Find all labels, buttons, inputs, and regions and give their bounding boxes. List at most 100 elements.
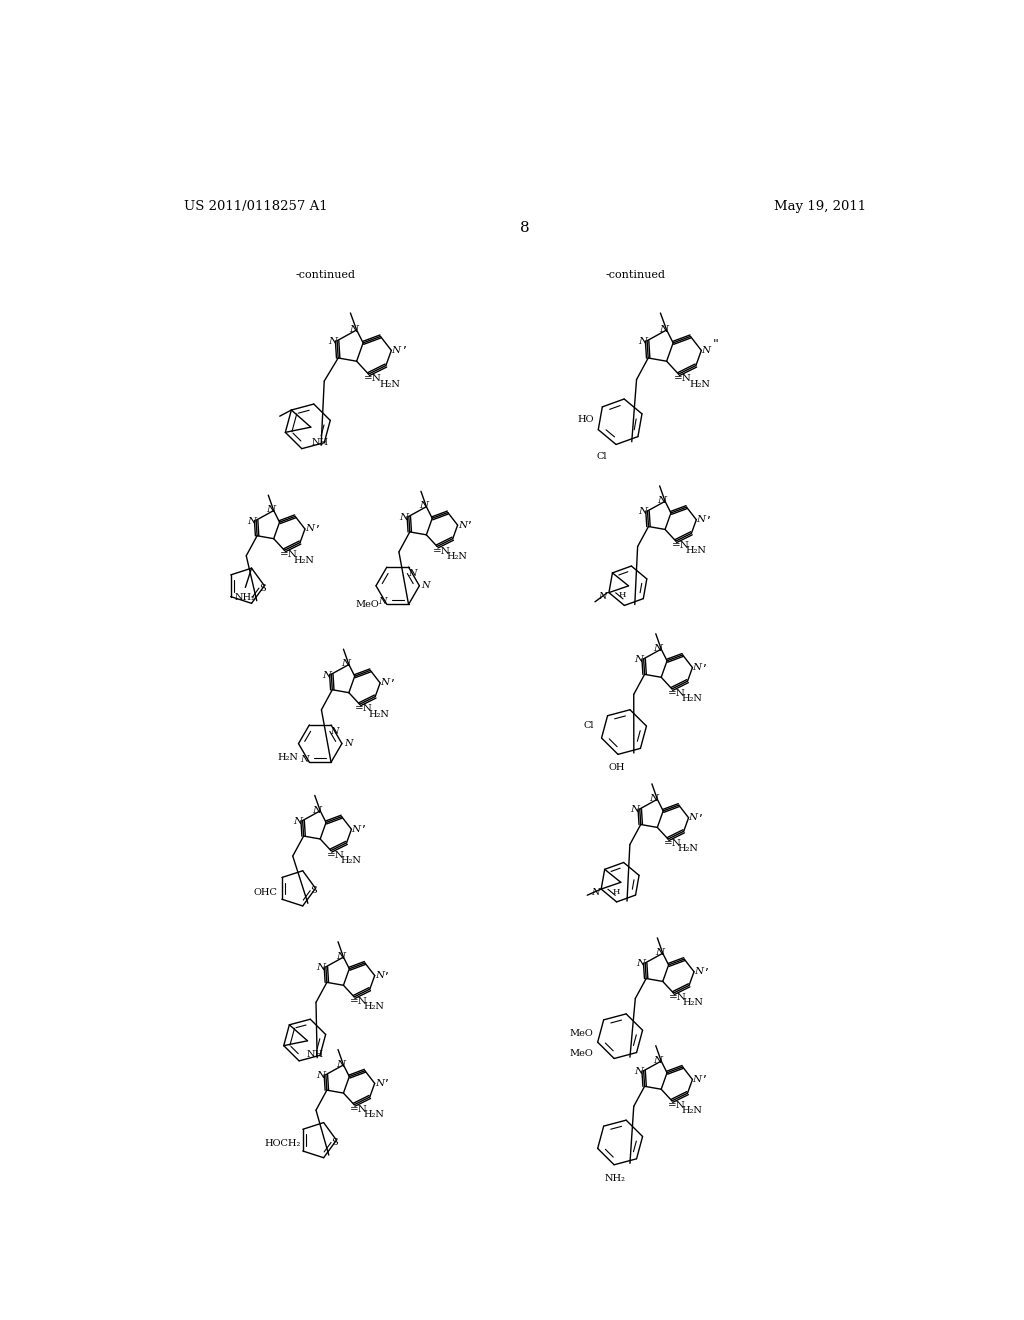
Text: N: N	[689, 813, 697, 822]
Text: H₂N: H₂N	[681, 1106, 701, 1115]
Text: -continued: -continued	[296, 271, 355, 280]
Text: =N: =N	[664, 840, 682, 849]
Text: N: N	[635, 1067, 643, 1076]
Text: H₂N: H₂N	[294, 556, 314, 565]
Text: N: N	[300, 755, 309, 764]
Text: =N: =N	[355, 705, 373, 713]
Text: MeO: MeO	[570, 1030, 594, 1039]
Text: HO: HO	[577, 414, 594, 424]
Text: =N: =N	[674, 375, 692, 383]
Text: N: N	[344, 739, 352, 748]
Text: ,: ,	[362, 817, 366, 830]
Text: N: N	[636, 960, 645, 969]
Text: N: N	[247, 516, 256, 525]
Text: N: N	[649, 795, 658, 803]
Text: ,: ,	[468, 513, 472, 527]
Text: H: H	[612, 887, 620, 895]
Text: 8: 8	[520, 220, 529, 235]
Text: US 2011/0118257 A1: US 2011/0118257 A1	[183, 199, 328, 213]
Text: =N: =N	[327, 850, 344, 859]
Text: S: S	[310, 886, 317, 895]
Text: Cl: Cl	[596, 451, 607, 461]
Text: N: N	[312, 805, 322, 814]
Text: S: S	[259, 583, 266, 593]
Text: =N: =N	[350, 1105, 368, 1114]
Text: ,: ,	[707, 508, 711, 520]
Text: N: N	[331, 726, 339, 735]
Text: ,: ,	[703, 656, 707, 668]
Text: N: N	[631, 805, 640, 814]
Text: N: N	[696, 515, 706, 524]
Text: =N: =N	[433, 546, 451, 556]
Text: N: N	[399, 512, 409, 521]
Text: N: N	[391, 346, 400, 355]
Text: N: N	[458, 520, 467, 529]
Text: H: H	[618, 591, 626, 599]
Text: N: N	[655, 948, 665, 957]
Text: =N: =N	[281, 550, 298, 560]
Text: N: N	[421, 581, 430, 590]
Text: N: N	[692, 1074, 701, 1084]
Text: N: N	[336, 1060, 345, 1069]
Text: HOCH₂: HOCH₂	[264, 1139, 301, 1148]
Text: NH₂: NH₂	[605, 1173, 626, 1183]
Text: N: N	[316, 1071, 326, 1080]
Text: ,: ,	[385, 964, 389, 977]
Text: NH: NH	[307, 1051, 324, 1059]
Text: =N: =N	[668, 689, 685, 698]
Text: NH₂: NH₂	[234, 593, 256, 602]
Text: N: N	[409, 569, 417, 578]
Text: N: N	[328, 337, 337, 346]
Text: N: N	[653, 644, 663, 653]
Text: N: N	[378, 597, 386, 606]
Text: H₂N: H₂N	[380, 380, 400, 389]
Text: N: N	[635, 655, 643, 664]
Text: H₂N: H₂N	[278, 754, 298, 762]
Text: -continued: -continued	[605, 271, 666, 280]
Text: OH: OH	[609, 763, 626, 772]
Text: Cl: Cl	[584, 721, 594, 730]
Text: H₂N: H₂N	[677, 845, 698, 853]
Text: N: N	[694, 968, 703, 977]
Text: H₂N: H₂N	[681, 694, 701, 704]
Text: N: N	[323, 671, 331, 680]
Text: H₂N: H₂N	[364, 1002, 384, 1011]
Text: N: N	[380, 678, 389, 688]
Text: NH: NH	[311, 438, 329, 447]
Text: =N: =N	[668, 1101, 685, 1110]
Text: =N: =N	[672, 541, 689, 550]
Text: H₂N: H₂N	[690, 380, 711, 389]
Text: N: N	[692, 663, 701, 672]
Text: N: N	[638, 507, 647, 516]
Text: May 19, 2011: May 19, 2011	[774, 199, 866, 213]
Text: N: N	[351, 825, 360, 834]
Text: N: N	[591, 888, 599, 898]
Text: =N: =N	[365, 375, 382, 383]
Text: MeO: MeO	[355, 599, 379, 609]
Text: N: N	[375, 972, 384, 979]
Text: =N: =N	[350, 997, 368, 1006]
Text: N: N	[659, 325, 668, 334]
Text: H₂N: H₂N	[340, 855, 360, 865]
Text: =N: =N	[670, 993, 687, 1002]
Text: N: N	[316, 964, 326, 972]
Text: N: N	[341, 659, 350, 668]
Text: ,: ,	[391, 671, 394, 684]
Text: ,: ,	[705, 960, 709, 973]
Text: ,: ,	[699, 805, 703, 818]
Text: ,: ,	[403, 338, 408, 351]
Text: ,: ,	[315, 517, 319, 529]
Text: N: N	[598, 591, 607, 601]
Text: N: N	[638, 337, 647, 346]
Text: H₂N: H₂N	[369, 710, 389, 718]
Text: OHC: OHC	[253, 888, 278, 896]
Text: N: N	[657, 496, 667, 506]
Text: N: N	[266, 506, 275, 515]
Text: S: S	[331, 1138, 338, 1147]
Text: H₂N: H₂N	[364, 1110, 384, 1119]
Text: ,: ,	[703, 1068, 707, 1081]
Text: N: N	[349, 325, 358, 334]
Text: N: N	[294, 817, 302, 826]
Text: ": "	[713, 338, 718, 351]
Text: H₂N: H₂N	[685, 546, 706, 556]
